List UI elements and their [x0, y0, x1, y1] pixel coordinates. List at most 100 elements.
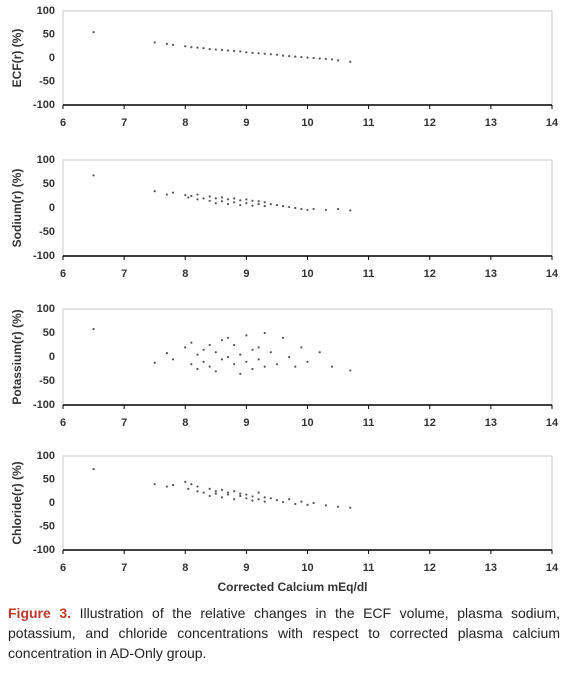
point — [251, 367, 254, 371]
point — [171, 358, 175, 361]
point — [226, 493, 230, 496]
plot-frame — [62, 308, 553, 406]
point — [281, 54, 285, 57]
y-tick-label: 50 — [43, 28, 55, 40]
point — [245, 497, 248, 500]
point — [153, 41, 156, 44]
x-tick-label: 12 — [424, 562, 436, 574]
x-tick-label: 12 — [424, 417, 436, 429]
x-tick-label: 14 — [546, 562, 559, 574]
point — [196, 353, 199, 356]
point — [187, 196, 190, 199]
x-tick-label: 6 — [60, 268, 66, 280]
point — [336, 59, 340, 62]
x-tick-label: 10 — [301, 117, 313, 129]
point — [306, 360, 309, 363]
point — [196, 198, 199, 201]
point — [281, 500, 285, 504]
point — [312, 501, 315, 505]
point — [214, 202, 217, 205]
point — [324, 504, 327, 507]
point — [190, 46, 193, 49]
point — [349, 60, 352, 63]
x-tick-label: 13 — [485, 562, 497, 574]
point — [190, 341, 193, 344]
point — [239, 494, 242, 498]
point — [190, 194, 193, 198]
point — [239, 372, 242, 375]
point — [184, 346, 187, 349]
x-tick-label: 13 — [485, 417, 497, 429]
point — [226, 491, 230, 494]
point — [263, 500, 266, 503]
point — [288, 355, 291, 359]
y-tick-label: -50 — [39, 520, 55, 532]
x-tick-label: 11 — [363, 117, 375, 129]
point — [306, 208, 309, 212]
point — [233, 490, 236, 493]
point — [275, 363, 279, 366]
point — [269, 497, 272, 500]
x-tick-label: 9 — [243, 562, 249, 574]
y-axis-title: Sodium(r) (%) — [10, 169, 24, 248]
point — [336, 207, 340, 211]
point — [251, 348, 254, 351]
point — [239, 199, 242, 202]
plot-frame — [62, 159, 553, 257]
point — [294, 365, 297, 368]
point — [92, 328, 95, 331]
point — [300, 55, 303, 59]
point — [251, 199, 254, 202]
x-tick-label: 10 — [301, 268, 313, 280]
point — [245, 202, 248, 205]
y-tick-label: -50 — [39, 75, 55, 87]
point — [165, 485, 169, 488]
point — [165, 352, 169, 355]
point — [184, 193, 187, 197]
point — [294, 55, 297, 58]
point — [251, 204, 254, 207]
point — [239, 204, 242, 207]
point — [187, 487, 190, 490]
y-tick-label: 50 — [43, 327, 55, 339]
point — [318, 351, 321, 354]
point — [245, 51, 248, 54]
y-tick-label: -100 — [33, 544, 55, 556]
x-tick-label: 11 — [363, 268, 375, 280]
x-tick-label: 12 — [424, 117, 436, 129]
point — [226, 203, 230, 206]
point — [324, 57, 327, 61]
point — [153, 190, 156, 193]
x-tick-label: 14 — [546, 268, 559, 280]
point — [196, 367, 199, 371]
x-axis-title: Corrected Calcium mEq/dl — [217, 580, 367, 594]
point — [251, 495, 254, 498]
y-tick-label: -100 — [33, 250, 55, 262]
y-tick-label: -100 — [33, 399, 55, 411]
point — [306, 503, 309, 506]
x-tick-label: 13 — [485, 117, 497, 129]
point — [233, 201, 236, 204]
point — [233, 498, 236, 501]
point — [226, 49, 230, 52]
point — [171, 484, 175, 487]
point — [214, 351, 217, 354]
x-tick-label: 9 — [243, 268, 249, 280]
point — [202, 47, 205, 50]
x-tick-label: 8 — [182, 562, 188, 574]
point — [294, 206, 297, 210]
point — [263, 204, 266, 208]
point — [153, 483, 156, 486]
point — [257, 491, 260, 494]
point — [220, 48, 224, 52]
point — [288, 498, 291, 501]
point — [294, 502, 297, 506]
y-tick-label: 0 — [49, 351, 55, 363]
point — [349, 209, 352, 212]
caption-label: Figure 3. — [8, 605, 72, 621]
point — [214, 490, 217, 493]
point — [226, 198, 230, 201]
x-tick-label: 6 — [60, 417, 66, 429]
point — [208, 365, 211, 368]
